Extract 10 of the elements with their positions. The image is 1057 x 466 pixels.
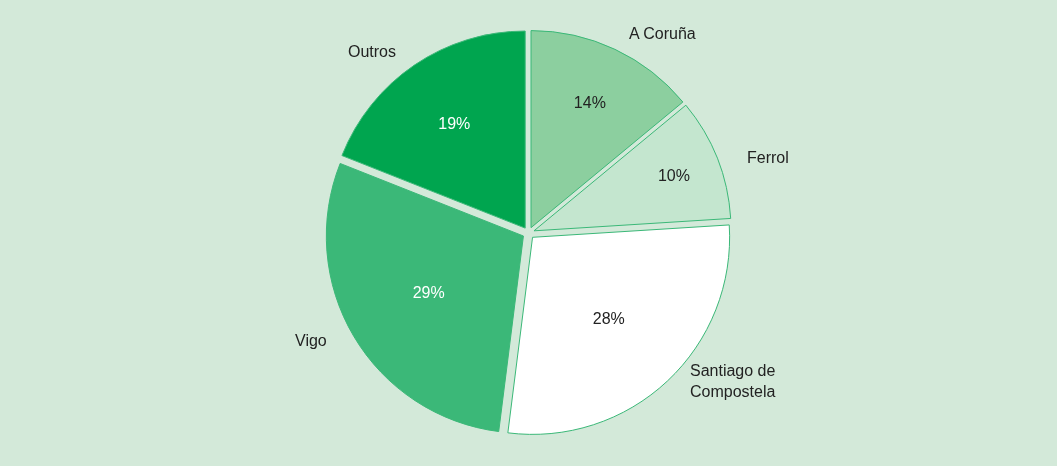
data-label: 19% [438, 115, 471, 133]
slice-label: Ferrol [747, 149, 789, 166]
data-label: 10% [657, 166, 690, 184]
data-label: 28% [592, 309, 625, 327]
data-label: 29% [412, 283, 445, 301]
slice-label: Vigo [295, 332, 327, 349]
slice-label: A Coruña [629, 25, 696, 42]
data-label: 14% [573, 94, 606, 112]
slice-label: Outros [348, 43, 397, 60]
slice-label: Santiago de Compostela [690, 362, 776, 400]
